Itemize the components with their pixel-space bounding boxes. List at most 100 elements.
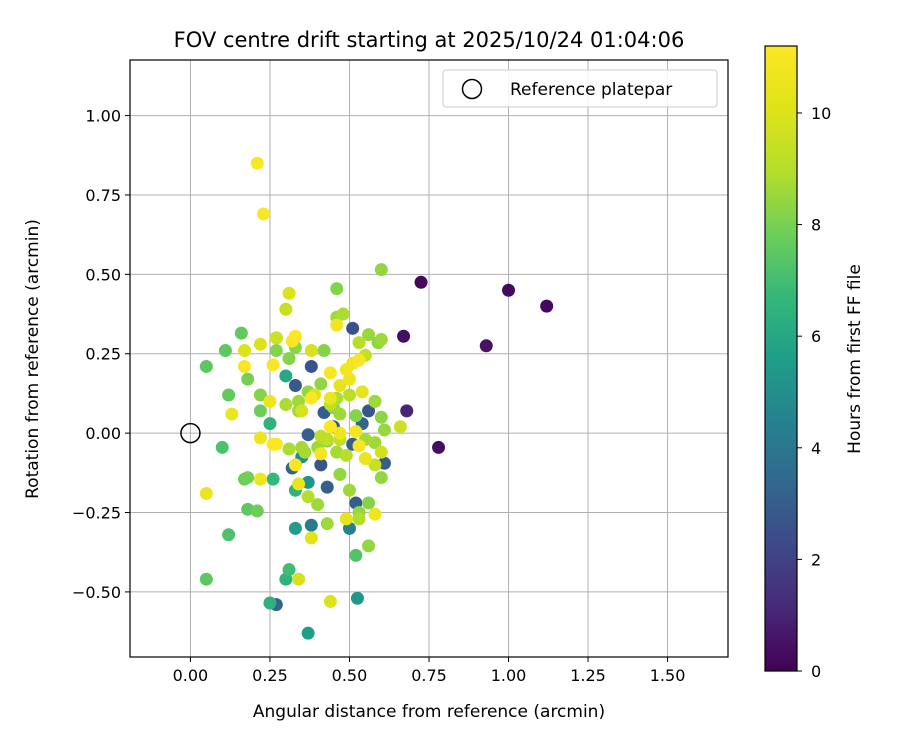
x-axis-label: Angular distance from reference (arcmin) [253,702,605,722]
data-point [269,437,283,451]
data-point [330,282,344,296]
data-point [352,439,366,453]
data-point [269,331,283,345]
data-point [304,391,318,405]
data-point [352,512,366,526]
data-point [374,471,388,485]
data-point [250,504,264,518]
colorbar-tick-label: 0 [811,662,821,681]
data-point [323,366,337,380]
data-point [225,407,239,421]
x-axis: 0.00 0.25 0.50 0.75 1.00 1.25 1.50 [173,657,686,685]
data-point [301,475,315,489]
data-point [377,423,391,437]
data-point [368,394,382,408]
data-point [222,528,236,542]
data-point [199,359,213,373]
data-point [358,452,372,466]
data-point [352,353,366,367]
chart-title: FOV centre drift starting at 2025/10/24 … [174,28,685,52]
data-point [397,329,411,343]
y-tick-label: −0.50 [72,583,121,602]
data-point [479,339,493,353]
scatter-points [199,156,554,640]
data-point [253,337,267,351]
data-point [349,409,363,423]
data-point [253,388,267,402]
data-point [314,447,328,461]
data-point [288,329,302,343]
data-point [279,398,293,412]
data-point [218,344,232,358]
data-point [282,286,296,300]
data-point [362,496,376,510]
data-point [342,388,356,402]
data-point [333,426,347,440]
data-point [292,572,306,586]
data-point [253,404,267,418]
data-point [311,498,325,512]
data-point [269,344,283,358]
data-point [238,359,252,373]
data-point [374,410,388,424]
data-point [282,563,296,577]
data-point [288,378,302,392]
data-point [323,420,337,434]
data-point [339,512,353,526]
colorbar-tick-label: 10 [811,104,831,123]
data-point [266,358,280,372]
x-tick-label: 1.50 [650,666,686,685]
data-point [320,517,334,531]
colorbar-tick-label: 8 [811,216,821,235]
x-tick-label: 1.25 [570,666,606,685]
data-point [393,420,407,434]
data-point [215,440,229,454]
reference-platepar-marker [180,422,201,444]
data-point [333,467,347,481]
data-point [540,299,554,313]
data-point [368,458,382,472]
data-point [502,283,516,297]
data-point [253,472,267,486]
data-point [374,445,388,459]
legend-label: Reference platepar [510,80,672,100]
colorbar-gradient [764,45,798,672]
data-point [362,404,376,418]
data-point [400,404,414,418]
data-point [241,471,255,485]
data-point [241,372,255,386]
data-point [304,359,318,373]
data-point [263,394,277,408]
y-tick-label: 0.25 [85,345,121,364]
data-point [336,307,350,321]
data-point [301,626,315,640]
data-point [282,352,296,365]
data-point [314,377,328,391]
data-point [301,490,315,504]
data-point [314,458,328,472]
x-tick-label: 0.75 [411,666,447,685]
data-point [279,369,293,383]
colorbar: 0 2 4 6 8 10 Hours from first FF file [764,45,865,681]
data-point [282,442,296,456]
data-point [349,548,363,562]
data-point [333,407,347,421]
data-point [257,207,271,221]
colorbar-tick-label: 2 [811,550,821,569]
y-axis: −0.50 −0.25 0.00 0.25 0.50 0.75 1.00 [72,107,130,602]
data-point [323,594,337,608]
data-point [266,472,280,486]
y-tick-label: −0.25 [72,504,121,523]
data-point [304,518,318,532]
data-point [301,428,315,442]
data-point [346,321,360,335]
data-point [288,521,302,535]
data-point [368,507,382,521]
data-point [414,275,428,289]
data-point [330,318,344,332]
data-point [362,539,376,553]
data-point [339,448,353,462]
data-point [304,531,318,545]
data-point [288,458,302,472]
